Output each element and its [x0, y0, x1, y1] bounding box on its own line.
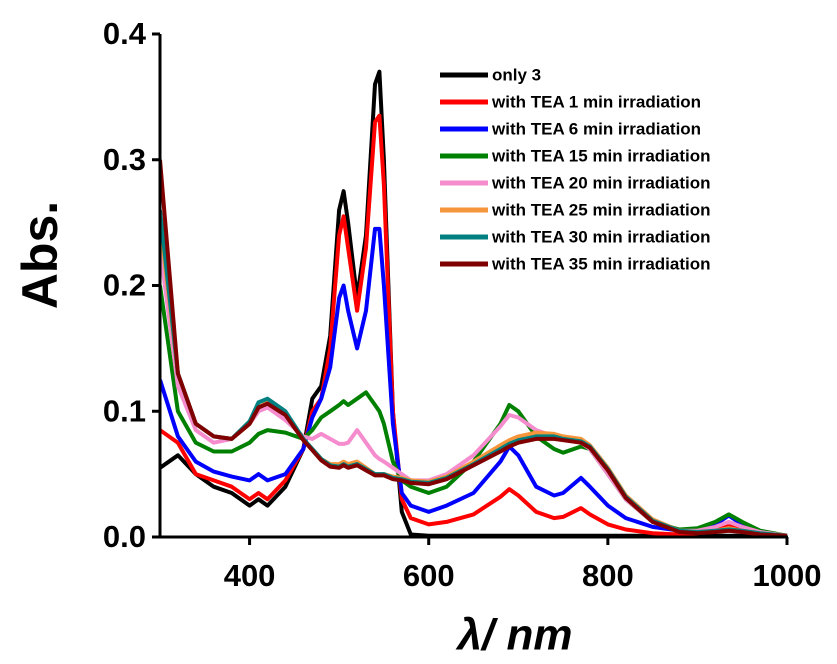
series-line	[160, 159, 788, 538]
legend-label: with TEA 30 min irradiation	[491, 227, 711, 246]
x-tick-label: 800	[582, 558, 634, 593]
x-tick-label: 400	[224, 558, 276, 593]
legend-label: only 3	[492, 65, 541, 84]
y-tick-label: 0.0	[103, 519, 146, 554]
x-tick-label: 1000	[753, 558, 822, 593]
legend-label: with TEA 25 min irradiation	[491, 200, 711, 219]
y-tick-label: 0.3	[103, 142, 146, 177]
legend-label: with TEA 20 min irradiation	[491, 173, 711, 192]
legend-label: with TEA 1 min irradiation	[491, 92, 701, 111]
plot-lines	[160, 69, 788, 538]
legend-label: with TEA 6 min irradiation	[491, 119, 701, 138]
y-tick-label: 0.4	[103, 16, 147, 51]
y-axis-label: Abs.	[12, 201, 68, 309]
x-axis-label: λ/ nm	[456, 611, 573, 660]
y-tick-label: 0.2	[103, 268, 146, 303]
series-line	[160, 113, 788, 538]
y-tick-label: 0.1	[103, 393, 146, 428]
legend-label: with TEA 35 min irradiation	[491, 254, 711, 273]
legend-label: with TEA 15 min irradiation	[491, 146, 711, 165]
x-tick-label: 600	[403, 558, 455, 593]
series-line	[160, 226, 788, 538]
